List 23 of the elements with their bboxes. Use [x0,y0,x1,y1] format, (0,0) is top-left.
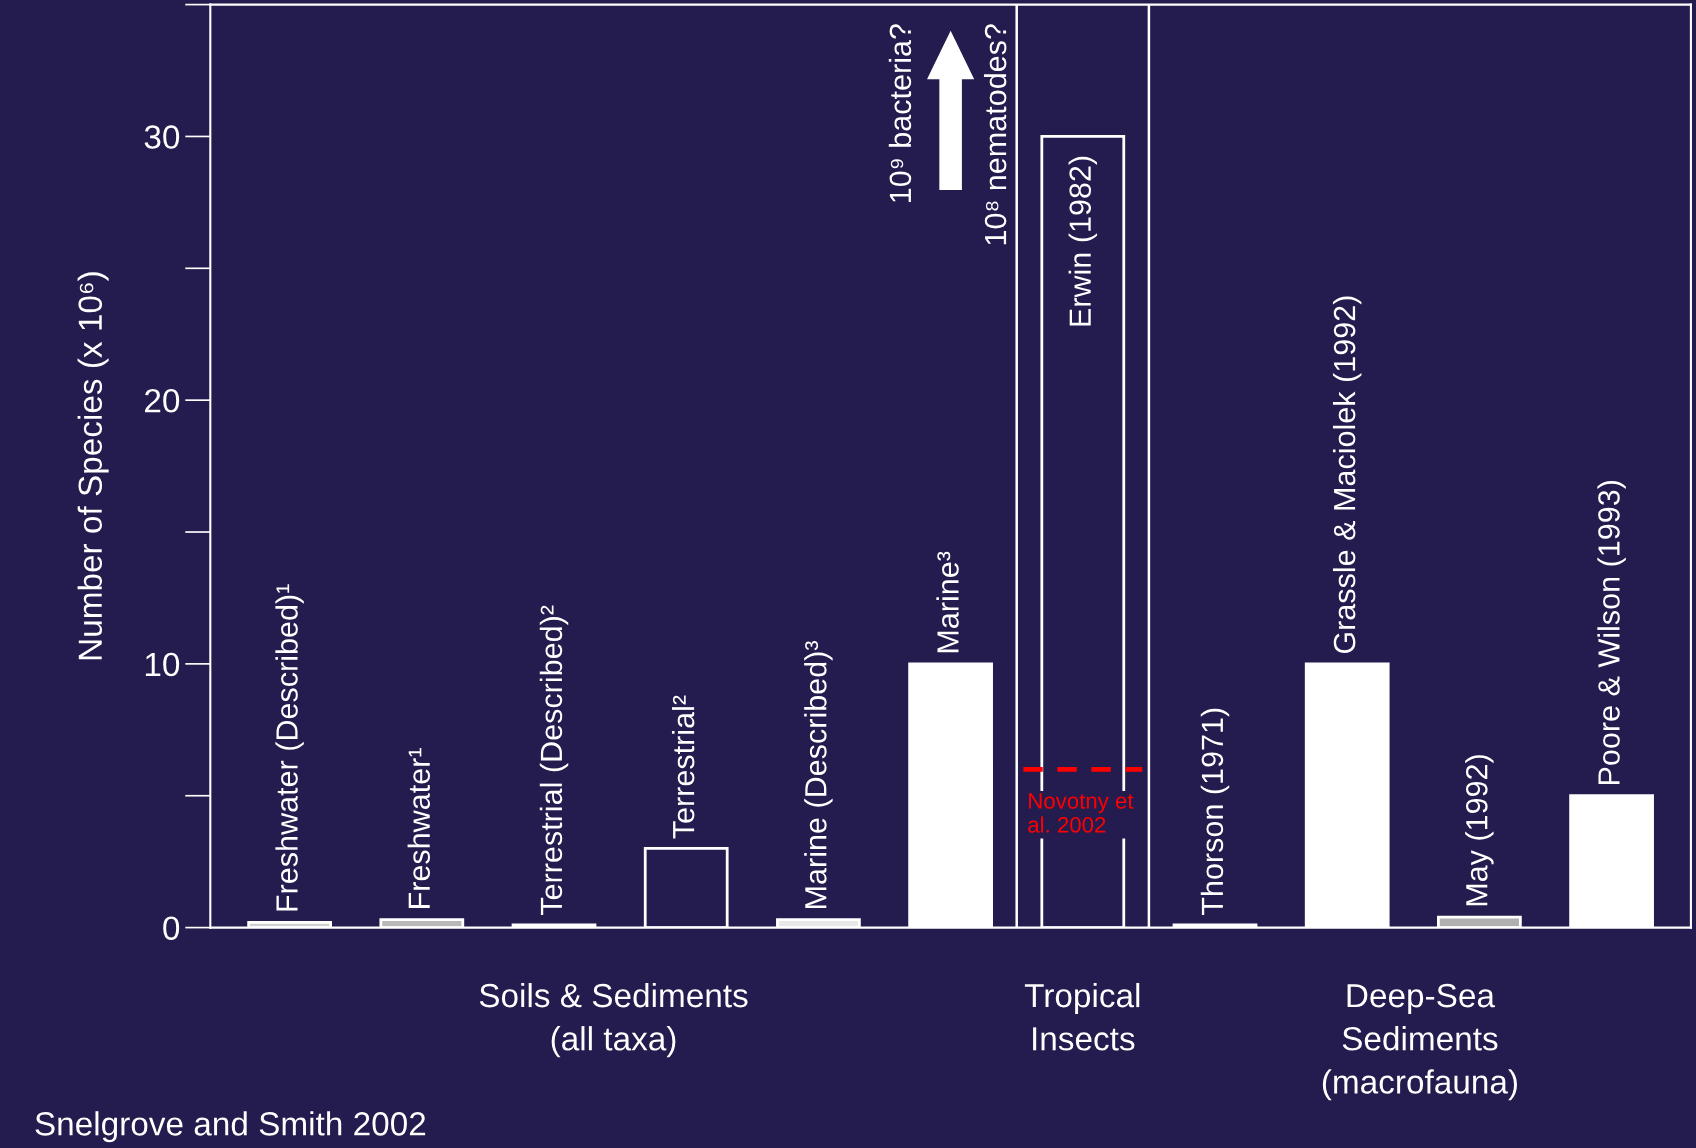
y-tick-label: 30 [144,125,180,149]
text: Deep-Sea Sediments (macrofauna) [1322,983,1517,1101]
x-tick-label: Poore & Wilson (1993) [1597,481,1626,784]
x-tick-label: Terrestrial² [671,695,695,839]
y-tick-label: 0 [163,916,180,940]
x-tick-label: Thorson (1971) [1200,708,1230,916]
x-tick-label: Marine (Described)³ [804,641,833,908]
y-axis-title: Number of Species (x 10⁶) [77,272,109,660]
annotation: 10⁹ bacteria? [888,24,912,202]
ref-line-label: Novotny et al. 2002 [1028,793,1134,833]
x-tick-label: Terrestrial (Described)² [539,605,569,916]
x-tick-label: Freshwater (Described)¹ [275,584,304,911]
text: Soils & Sediments (all taxa) [479,982,748,1058]
annotation: 10⁸ nematodes? [983,24,1007,245]
x-tick-label: Freshwater¹ [407,748,431,908]
x-tick-label: Marine³ [936,551,959,653]
x-tick-label: May (1992) [1465,755,1494,906]
x-tick-label: Grassle & Maciolek (1992) [1332,296,1362,654]
text: Snelgrove and Smith 2002 [35,1111,426,1143]
x-tick-label: Erwin (1982) [1068,156,1098,326]
y-tick-label: 20 [145,388,180,413]
text: Tropical Insects [1024,982,1140,1051]
y-tick-label: 10 [145,652,180,677]
